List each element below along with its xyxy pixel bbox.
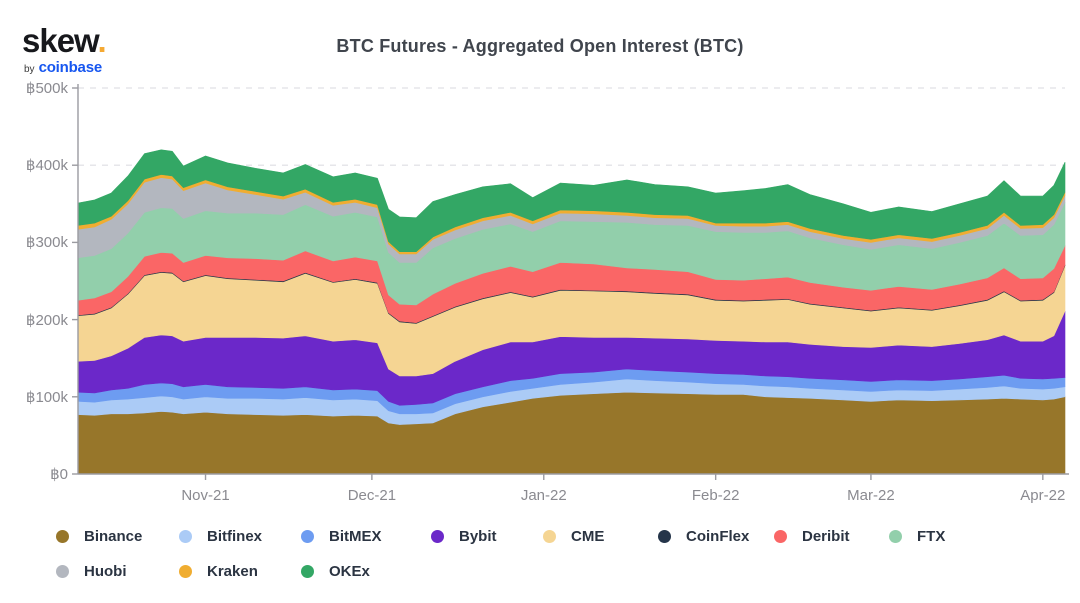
legend-dot-kraken xyxy=(179,565,192,578)
legend-dot-deribit xyxy=(774,530,787,543)
legend-item-cme[interactable]: CME xyxy=(543,528,604,545)
legend-item-bitmex[interactable]: BitMEX xyxy=(301,528,382,545)
y-axis-label-300k: ฿300k xyxy=(25,234,68,252)
legend-label: CME xyxy=(571,528,605,545)
skew-wordmark: skew. xyxy=(22,22,107,59)
chart-title: BTC Futures - Aggregated Open Interest (… xyxy=(336,36,744,56)
x-axis-label-nov-21: Nov-21 xyxy=(181,487,230,504)
legend-item-kraken[interactable]: Kraken xyxy=(179,563,258,580)
legend-dot-ftx xyxy=(889,530,902,543)
legend-dot-huobi xyxy=(56,565,69,578)
legend-label: Deribit xyxy=(802,528,850,545)
legend-label: CoinFlex xyxy=(686,528,750,545)
legend-item-okex[interactable]: OKEx xyxy=(301,563,370,580)
legend-label: Kraken xyxy=(207,563,258,580)
legend-dot-coinflex xyxy=(658,530,671,543)
y-axis-label-500k: ฿500k xyxy=(25,80,68,97)
legend-dot-okex xyxy=(301,565,314,578)
x-axis-label-dec-21: Dec-21 xyxy=(347,487,397,504)
x-axis-label-mar-22: Mar-22 xyxy=(847,487,895,504)
skew-logo: skew. by coinbase xyxy=(22,22,107,76)
legend-label: Binance xyxy=(84,528,143,545)
legend-label: Bybit xyxy=(459,528,497,545)
legend-item-bitfinex[interactable]: Bitfinex xyxy=(179,528,262,545)
legend-dot-bybit xyxy=(431,530,444,543)
legend-label: BitMEX xyxy=(329,528,382,545)
area-okex xyxy=(77,149,1066,252)
byline: by coinbase xyxy=(24,59,103,76)
legend-item-deribit[interactable]: Deribit xyxy=(774,528,850,545)
legend-item-coinflex[interactable]: CoinFlex xyxy=(658,528,749,545)
legend-dot-binance xyxy=(56,530,69,543)
legend-label: Huobi xyxy=(84,563,127,580)
legend-label: FTX xyxy=(917,528,946,545)
logo-dot: . xyxy=(97,22,107,59)
legend-label: OKEx xyxy=(329,563,370,580)
legend-item-ftx[interactable]: FTX xyxy=(889,528,945,545)
y-axis-label-400k: ฿400k xyxy=(25,157,68,175)
y-axis-label-100k: ฿100k xyxy=(25,388,68,406)
legend-dot-bitfinex xyxy=(179,530,192,543)
legend-item-binance[interactable]: Binance xyxy=(56,528,142,545)
coinbase-wordmark: coinbase xyxy=(38,59,103,76)
legend-item-huobi[interactable]: Huobi xyxy=(56,563,127,580)
x-axis-label-jan-22: Jan-22 xyxy=(520,487,567,504)
x-axis-label-feb-22: Feb-22 xyxy=(691,487,740,504)
legend-item-bybit[interactable]: Bybit xyxy=(431,528,497,545)
legend-dot-bitmex xyxy=(301,530,314,543)
legend-dot-cme xyxy=(543,530,556,543)
y-axis-label-0k: ฿0 xyxy=(50,466,68,483)
legend-label: Bitfinex xyxy=(207,528,263,545)
y-axis-label-200k: ฿200k xyxy=(25,311,68,329)
x-axis-label-apr-22: Apr-22 xyxy=(1020,487,1066,504)
